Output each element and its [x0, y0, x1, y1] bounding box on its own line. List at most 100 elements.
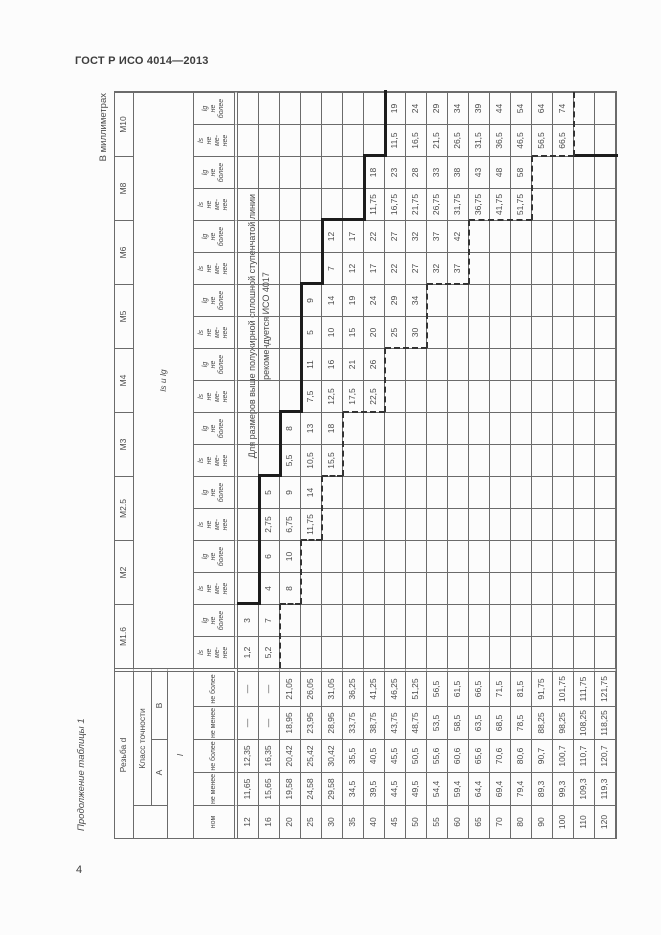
lg-value: [322, 604, 343, 636]
ls-value: [532, 636, 553, 668]
ls-value: [574, 124, 595, 156]
lg-value: 29: [385, 284, 406, 316]
lg-value: [553, 476, 574, 508]
lg-value: 34: [406, 284, 427, 316]
table-caption: Продолжение таблицы 1: [76, 718, 87, 831]
lg-value: [469, 540, 490, 572]
ls-value: 2,75: [259, 508, 280, 540]
ls-value: [364, 124, 385, 156]
ls-value: 25: [385, 316, 406, 348]
thread-size-header: M4: [115, 348, 134, 412]
lg-subheader: lg не более: [194, 412, 238, 444]
lg-value: [343, 476, 364, 508]
lg-value: [469, 348, 490, 380]
ls-value: [364, 636, 385, 668]
ls-value: 15,5: [322, 444, 343, 476]
ls-value: [574, 380, 595, 412]
lg-value: [427, 348, 448, 380]
ls-value: 20: [364, 316, 385, 348]
lg-value: 24: [406, 92, 427, 124]
lg-value: [406, 348, 427, 380]
ls-value: [280, 380, 301, 412]
ls-value: [238, 508, 259, 540]
dotted-step-line: [280, 603, 301, 605]
lg-value: [259, 156, 280, 188]
nom-value: 40: [364, 805, 385, 838]
length-limit-value: 18,95: [280, 706, 301, 739]
ls-value: [469, 252, 490, 284]
lg-subheader: lg не более: [194, 604, 238, 636]
ls-subheader: ls не ме- нее: [194, 572, 238, 604]
nom-value: 100: [553, 805, 574, 838]
thread-size-header: M10: [115, 92, 134, 156]
lg-value: [469, 476, 490, 508]
dotted-step-line: [342, 412, 344, 476]
thread-size-header: M6: [115, 220, 134, 284]
lg-value: 22: [364, 220, 385, 252]
ls-value: [238, 444, 259, 476]
lg-value: [427, 412, 448, 444]
ls-value: [490, 380, 511, 412]
lg-value: [343, 92, 364, 124]
ls-value: [574, 316, 595, 348]
length-limit-value: 65,6: [469, 739, 490, 772]
lg-value: [238, 476, 259, 508]
lg-value: [364, 604, 385, 636]
length-limit-value: 121,75: [595, 668, 616, 706]
ls-value: [469, 572, 490, 604]
thread-size-header: M2: [115, 540, 134, 604]
dotted-step-line: [385, 347, 427, 349]
lg-value: 64: [532, 92, 553, 124]
length-limit-value: 35,5: [343, 739, 364, 772]
ls-value: [343, 636, 364, 668]
nom-value: 65: [469, 805, 490, 838]
lg-value: [595, 220, 616, 252]
ls-value: [553, 508, 574, 540]
dotted-step-line: [427, 283, 469, 285]
ls-value: [532, 316, 553, 348]
length-limit-value: 58,5: [448, 706, 469, 739]
ls-value: [553, 572, 574, 604]
ls-value: [238, 188, 259, 220]
ls-value: 36,75: [469, 188, 490, 220]
ls-value: 11,75: [364, 188, 385, 220]
lg-value: [280, 604, 301, 636]
ls-value: 17,5: [343, 380, 364, 412]
ls-value: 22: [385, 252, 406, 284]
ls-value: 5,2: [259, 636, 280, 668]
dotted-step-line: [426, 284, 428, 348]
length-limit-value: 34,5: [343, 772, 364, 805]
lg-value: [343, 412, 364, 444]
page-number: 4: [76, 864, 83, 876]
lg-value: [238, 284, 259, 316]
ls-value: [259, 252, 280, 284]
lg-value: [532, 284, 553, 316]
lg-value: 18: [322, 412, 343, 444]
ls-lg-span-header: ls и lg: [134, 92, 194, 668]
units-note: В миллиметрах: [98, 93, 109, 162]
lg-value: 24: [364, 284, 385, 316]
ls-value: [259, 380, 280, 412]
dotted-step-line: [531, 156, 533, 220]
length-limit-value: 33,75: [343, 706, 364, 739]
lg-value: [511, 540, 532, 572]
ls-value: [259, 124, 280, 156]
ls-value: [595, 316, 616, 348]
minmax-subheader: не менее: [194, 706, 238, 739]
ls-value: [238, 380, 259, 412]
length-limit-value: 12,35: [238, 739, 259, 772]
ls-value: [280, 124, 301, 156]
ls-value: [553, 380, 574, 412]
ls-value: 26,5: [448, 124, 469, 156]
dotted-step-line: [300, 540, 302, 604]
lg-subheader: lg не более: [194, 92, 238, 124]
lg-value: [490, 604, 511, 636]
lg-value: 5: [259, 476, 280, 508]
ls-value: [406, 636, 427, 668]
class-a-header: А: [152, 739, 168, 805]
lg-value: [280, 156, 301, 188]
ls-value: [595, 124, 616, 156]
lg-value: [553, 220, 574, 252]
ls-value: [574, 636, 595, 668]
